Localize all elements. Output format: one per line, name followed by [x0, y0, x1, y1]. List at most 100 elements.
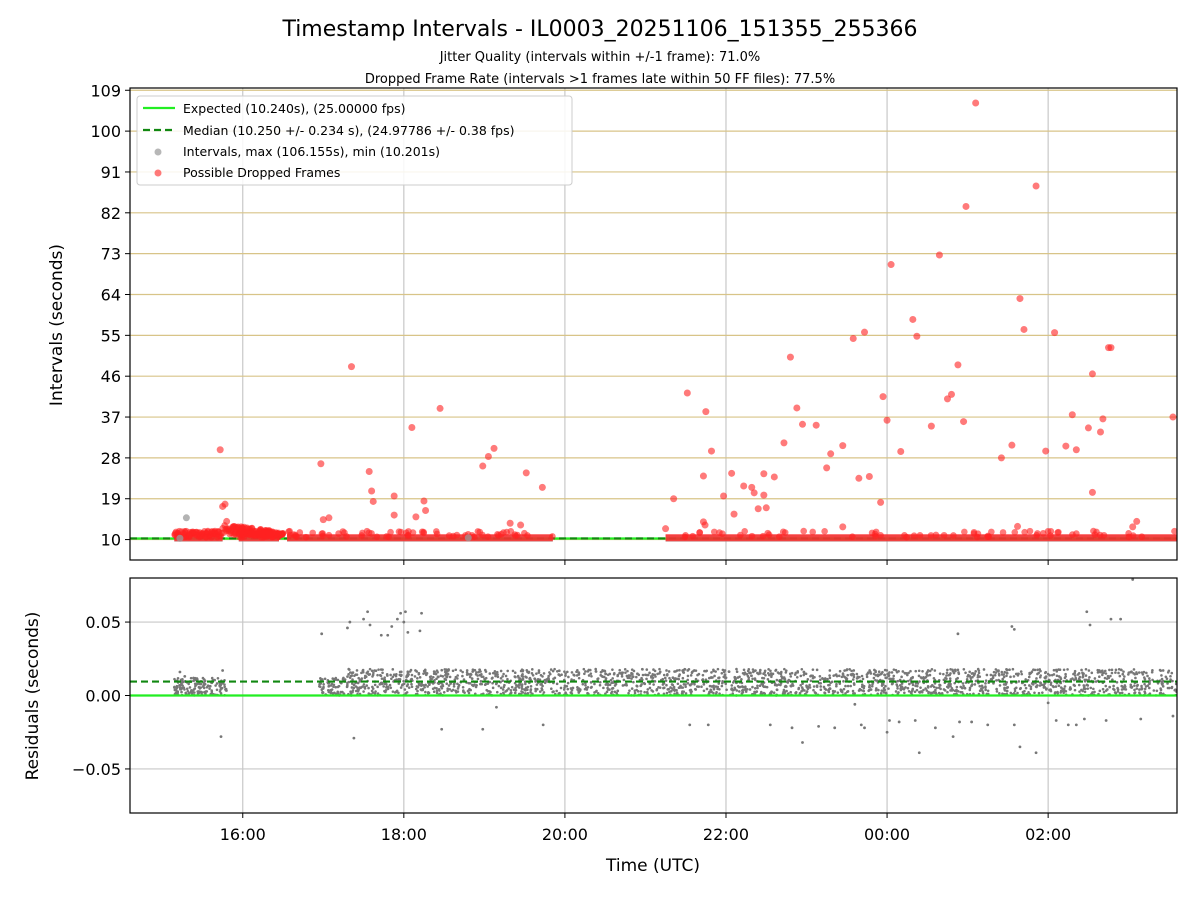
- residual-point: [598, 680, 602, 684]
- residual-point: [776, 671, 780, 674]
- dropped-frame-point: [1026, 527, 1034, 535]
- residual-point: [799, 674, 803, 678]
- residual-point: [884, 691, 887, 694]
- residual-point: [520, 687, 524, 691]
- residual-point: [347, 680, 351, 684]
- dropped-frame-point: [701, 521, 709, 529]
- residual-point: [971, 672, 975, 675]
- residual-point: [523, 688, 526, 691]
- residual-point: [520, 674, 524, 678]
- residual-point: [509, 691, 513, 695]
- residual-point: [1143, 687, 1147, 691]
- dropped-frame-point: [1084, 424, 1092, 432]
- residual-point: [748, 688, 752, 691]
- residual-point: [1039, 674, 1042, 677]
- residual-point: [947, 682, 951, 686]
- residual-point: [920, 676, 924, 680]
- residual-point: [751, 668, 755, 671]
- dropped-frame-point: [916, 532, 924, 539]
- residual-point: [1002, 675, 1006, 679]
- residual-point: [334, 685, 338, 689]
- residual-point: [888, 719, 891, 722]
- residual-point: [475, 671, 478, 674]
- dropped-frame-point: [927, 422, 935, 430]
- dropped-frame-point: [383, 533, 390, 540]
- dropped-frame-point: [538, 483, 546, 491]
- residual-point: [541, 684, 544, 688]
- residual-point: [611, 677, 614, 680]
- residual-point: [424, 671, 427, 675]
- residual-point: [929, 691, 933, 695]
- residual-point: [622, 678, 626, 682]
- residual-point: [789, 675, 793, 678]
- residual-point: [529, 685, 533, 688]
- residual-point: [1160, 677, 1164, 681]
- residual-point: [499, 676, 503, 680]
- residual-point: [632, 680, 635, 684]
- residual-point: [219, 735, 223, 739]
- residual-point: [1109, 617, 1113, 621]
- dropped-frame-point: [997, 454, 1005, 462]
- residual-point: [224, 688, 228, 692]
- residual-point: [712, 669, 715, 673]
- residual-point: [796, 670, 800, 673]
- residual-point: [342, 692, 346, 696]
- residual-point: [877, 688, 880, 692]
- residual-point: [716, 667, 720, 671]
- residual-point: [547, 677, 551, 681]
- residual-point: [371, 687, 375, 690]
- residual-point: [465, 671, 469, 674]
- residual-point: [720, 671, 724, 675]
- residual-point: [1069, 687, 1073, 691]
- dropped-frame-point: [910, 532, 918, 539]
- interval-point: [464, 534, 472, 542]
- dropped-frame-point: [1072, 446, 1080, 454]
- residual-point: [734, 677, 737, 681]
- residual-point: [1016, 691, 1019, 695]
- residual-point: [371, 675, 374, 678]
- residual-point: [564, 674, 567, 677]
- dropped-frame-point: [759, 532, 767, 540]
- residual-point: [1123, 675, 1126, 678]
- residual-point: [604, 683, 608, 686]
- residual-point: [1111, 678, 1114, 681]
- residual-point: [363, 676, 367, 680]
- residual-point: [379, 681, 383, 685]
- residual-point: [180, 690, 183, 694]
- residual-point: [962, 667, 966, 671]
- residual-point: [553, 667, 556, 671]
- legend-swatch-dropped: [154, 169, 162, 177]
- residual-point: [537, 669, 541, 672]
- residual-point: [782, 688, 786, 692]
- residual-point: [1052, 668, 1056, 672]
- residual-point: [386, 685, 390, 689]
- dropped-frame-point: [390, 511, 398, 519]
- residual-point: [465, 669, 469, 672]
- residual-point: [702, 689, 706, 693]
- residual-point: [1129, 683, 1133, 687]
- residual-point: [914, 684, 917, 688]
- residual-point: [1104, 719, 1108, 722]
- residual-point: [1173, 688, 1177, 692]
- residual-point: [809, 674, 812, 678]
- residual-point: [955, 685, 959, 689]
- residual-point: [178, 670, 182, 674]
- residual-point: [414, 687, 418, 691]
- residual-point: [800, 686, 804, 689]
- residual-point: [635, 684, 638, 688]
- residual-point: [639, 690, 643, 693]
- residual-point: [848, 668, 851, 671]
- residual-point: [945, 685, 949, 689]
- dropped-frame-point: [750, 489, 758, 497]
- residual-point: [673, 677, 677, 680]
- residual-point: [976, 667, 980, 671]
- residual-point: [524, 686, 528, 690]
- residual-point: [405, 675, 408, 679]
- residual-point: [736, 684, 740, 688]
- y-tick-label: 109: [90, 81, 121, 100]
- residual-point: [652, 683, 655, 686]
- residual-point: [995, 690, 999, 693]
- residual-point: [420, 682, 423, 686]
- residual-point: [801, 682, 804, 685]
- residual-point: [507, 687, 510, 690]
